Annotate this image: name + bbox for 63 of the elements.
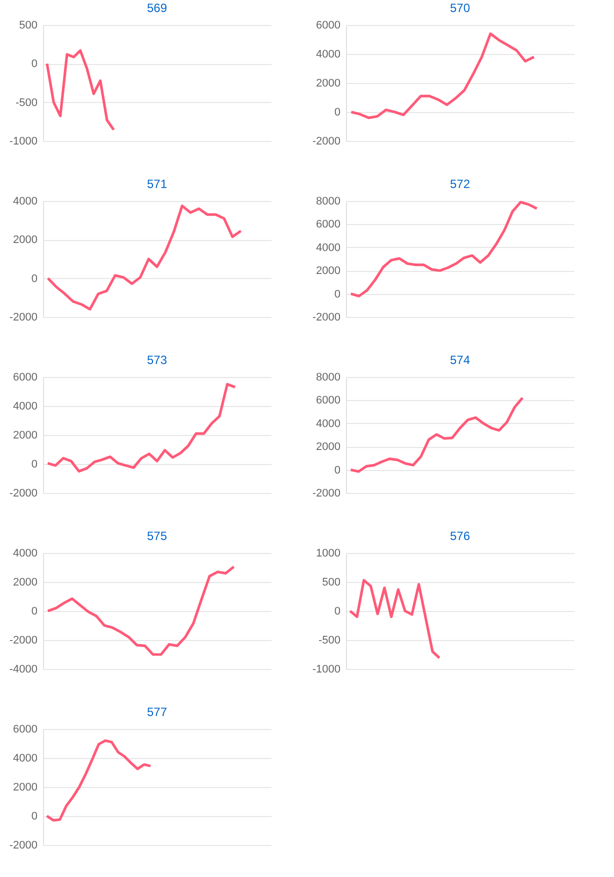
y-tick-label: -2000	[9, 840, 38, 852]
line-series	[350, 200, 538, 298]
y-tick-label: 500	[322, 576, 340, 588]
chart-title: 570	[450, 1, 470, 15]
y-tick-label: -500	[15, 96, 38, 109]
line-series	[350, 32, 536, 120]
line-series	[46, 382, 236, 473]
y-tick-label: 6000	[316, 20, 340, 32]
line-series	[46, 49, 115, 132]
y-tick-label: 6000	[316, 218, 340, 231]
y-tick-label: 8000	[316, 372, 340, 384]
y-tick-label: -2000	[312, 136, 340, 148]
y-tick-label: -1000	[9, 136, 38, 148]
y-tick-label: 2000	[13, 782, 38, 794]
line-series	[349, 396, 524, 473]
line-series	[46, 204, 242, 311]
line-series	[348, 578, 441, 660]
y-tick-label: 0	[31, 272, 38, 285]
y-tick-label: -4000	[9, 664, 38, 676]
y-tick-label: 2000	[13, 576, 38, 588]
y-tick-label: 2000	[316, 265, 340, 278]
chart-title: 569	[146, 1, 168, 15]
y-tick-label: 4000	[13, 400, 38, 412]
y-tick-label: -500	[318, 634, 340, 646]
chart-title: 576	[450, 529, 470, 543]
y-tick-label: -2000	[312, 488, 340, 500]
chart-title: 571	[146, 177, 168, 191]
y-tick-label: 2000	[13, 234, 38, 246]
y-tick-label: 0	[31, 458, 38, 470]
y-tick-label: 500	[19, 20, 38, 32]
y-tick-label: 1000	[316, 548, 340, 560]
y-tick-label: 4000	[316, 48, 340, 60]
y-tick-label: 0	[31, 606, 38, 618]
y-tick-label: -2000	[9, 312, 38, 324]
y-tick-label: 0	[334, 606, 340, 618]
y-tick-label: 0	[31, 810, 38, 822]
y-tick-label: 0	[334, 464, 340, 476]
y-tick-label: 2000	[13, 430, 38, 442]
y-tick-label: -1000	[312, 664, 340, 676]
y-tick-label: 4000	[13, 196, 38, 208]
chart-title: 573	[146, 353, 168, 367]
y-tick-label: -2000	[9, 488, 38, 500]
y-tick-label: 4000	[13, 548, 38, 560]
y-tick-label: 4000	[13, 752, 38, 764]
y-tick-label: 2000	[316, 441, 340, 454]
y-tick-label: 6000	[13, 724, 38, 736]
y-tick-label: 6000	[316, 394, 340, 407]
y-tick-label: 8000	[316, 196, 340, 208]
y-tick-label: 0	[31, 58, 38, 70]
y-tick-label: 0	[334, 288, 340, 300]
y-tick-label: 2000	[316, 78, 340, 90]
chart-title: 575	[146, 529, 168, 543]
y-tick-label: -2000	[9, 634, 38, 646]
chart-title: 574	[450, 353, 470, 367]
line-series	[46, 739, 152, 822]
y-tick-label: 4000	[316, 242, 340, 254]
line-series	[46, 565, 236, 656]
chart-title: 577	[146, 705, 168, 719]
y-tick-label: 0	[334, 106, 340, 118]
y-tick-label: 4000	[316, 418, 340, 430]
y-tick-label: -2000	[312, 312, 340, 324]
y-tick-label: 6000	[13, 372, 38, 384]
chart-title: 572	[450, 177, 470, 191]
